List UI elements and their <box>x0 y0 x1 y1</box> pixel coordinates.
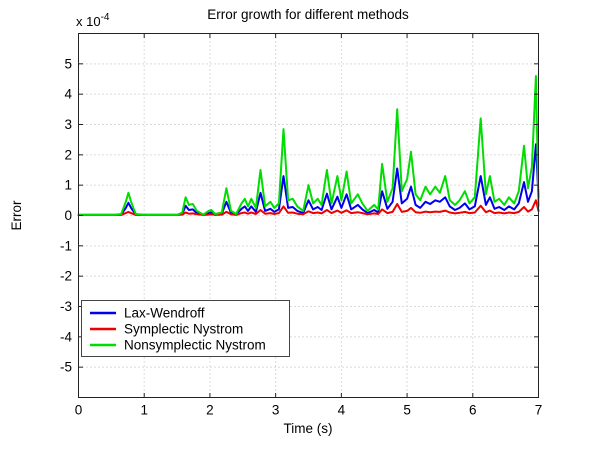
series-line <box>77 75 540 216</box>
y-axis-label: Error <box>9 200 24 231</box>
x-tick-label: 2 <box>206 403 214 418</box>
plot-box-border <box>78 33 539 398</box>
y-tick-label: -4 <box>60 329 72 344</box>
y-axis-multiplier: x 10-4 <box>76 12 110 29</box>
y-tick-label: 0 <box>64 208 72 223</box>
y-tick-label: -1 <box>60 238 72 253</box>
x-axis-label: Time (s) <box>284 421 333 436</box>
series-line <box>77 199 540 216</box>
legend-label: Lax-Wendroff <box>124 306 205 321</box>
x-tick-label: 7 <box>535 403 543 418</box>
x-tick-label: 5 <box>403 403 411 418</box>
series-line <box>77 143 540 216</box>
y-tick-label: -3 <box>60 299 72 314</box>
x-tick-label: 6 <box>469 403 477 418</box>
y-axis-multiplier-base: x 10 <box>76 14 101 29</box>
legend-label: Symplectic Nystrom <box>124 322 243 337</box>
y-tick-label: 2 <box>64 147 72 162</box>
tick-label-layer: 0 1 2 3 4 5 6 7 -5 -4 -3 -2 -1 0 1 2 3 4 5 <box>60 56 542 417</box>
y-tick-label: 3 <box>64 117 72 132</box>
chart-title: Error growth for different methods <box>207 7 409 22</box>
x-tick-label: 0 <box>75 403 83 418</box>
x-tick-label: 1 <box>140 403 148 418</box>
legend-box <box>81 300 290 357</box>
y-tick-label: 5 <box>64 56 72 71</box>
y-axis-multiplier-exponent: -4 <box>101 12 110 23</box>
y-tick-label: -5 <box>60 360 72 375</box>
y-tick-label: -2 <box>60 269 72 284</box>
x-tick-label: 3 <box>272 403 280 418</box>
series-layer <box>77 75 540 216</box>
y-tick-label: 4 <box>64 87 72 102</box>
y-tick-label: 1 <box>64 178 72 193</box>
x-tick-label: 4 <box>338 403 346 418</box>
legend-label: Nonsymplectic Nystrom <box>124 338 266 353</box>
